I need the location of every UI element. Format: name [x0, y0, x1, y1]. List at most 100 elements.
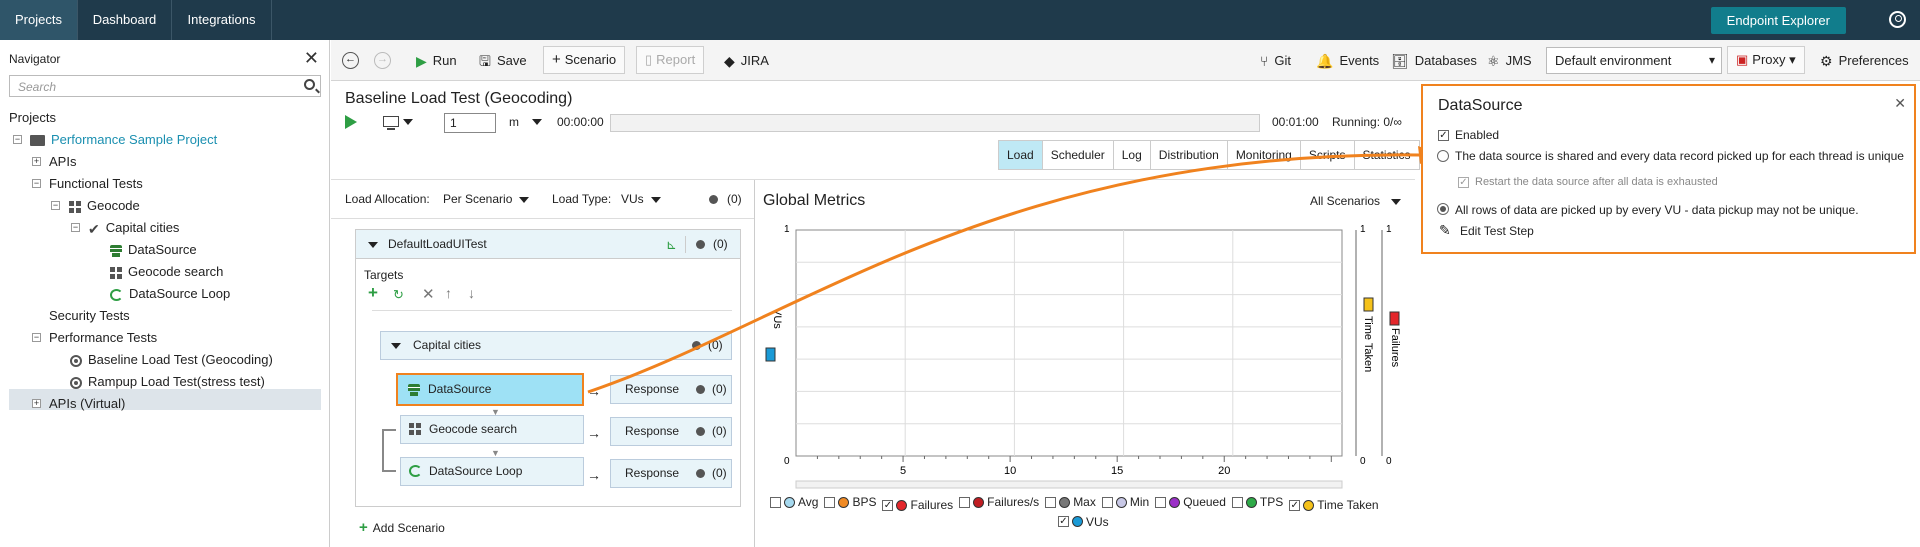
tab-log[interactable]: Log	[1114, 141, 1151, 169]
expand-toggle-icon[interactable]: −	[32, 332, 41, 342]
user-icon[interactable]	[1889, 11, 1906, 28]
legend-item[interactable]: Avg	[770, 495, 818, 509]
proxy-button[interactable]: ▣ Proxy ▾	[1727, 46, 1805, 74]
legend-checkbox[interactable]	[1045, 496, 1057, 508]
expand-toggle-icon[interactable]: −	[71, 222, 80, 232]
response-box[interactable]: Response (0)	[610, 459, 732, 488]
chart-icon[interactable]: ⊾	[666, 237, 677, 252]
duration-input[interactable]: 1	[444, 113, 496, 133]
scenario-header[interactable]: DefaultLoadUITest ⊾ (0)	[356, 230, 740, 259]
tab-load[interactable]: Load	[999, 141, 1043, 169]
legend-item[interactable]: ✓ Time Taken	[1289, 498, 1379, 512]
step-datasource[interactable]: DataSource	[396, 373, 584, 406]
expand-toggle-icon[interactable]: −	[32, 178, 41, 188]
tab-projects[interactable]: Projects	[0, 0, 78, 40]
add-scenario-button[interactable]: + Scenario	[543, 46, 626, 74]
tree-security-tests[interactable]: Security Tests	[49, 308, 130, 323]
allocation-select[interactable]: Per Scenario	[443, 192, 513, 206]
git-button[interactable]: ⑂ Git	[1260, 40, 1291, 81]
tree-performance-tests[interactable]: Performance Tests	[49, 330, 158, 345]
tree-project[interactable]: Performance Sample Project	[30, 130, 217, 150]
databases-button[interactable]: 🗄 Databases	[1391, 40, 1477, 81]
tree-apis-virtual[interactable]: APIs (Virtual)	[49, 396, 126, 411]
expand-toggle-icon[interactable]: −	[13, 134, 22, 144]
legend-item[interactable]: BPS	[824, 495, 876, 509]
legend-checkbox[interactable]: ✓	[882, 499, 894, 511]
edit-test-step-link[interactable]: Edit Test Step	[1460, 224, 1534, 238]
tree-rampup-load-test[interactable]: Rampup Load Test(stress test)	[70, 372, 265, 392]
tree-functional-tests[interactable]: Functional Tests	[49, 176, 143, 191]
response-box[interactable]: Response (0)	[610, 375, 732, 404]
legend-item[interactable]: Failures/s	[959, 495, 1039, 509]
play-icon[interactable]	[345, 115, 357, 129]
step-datasource-loop[interactable]: DataSource Loop	[400, 457, 584, 486]
restart-checkbox[interactable]: ✓	[1458, 177, 1469, 188]
environment-select[interactable]: Default environment	[1546, 47, 1722, 74]
group-capital-cities[interactable]: Capital cities (0)	[380, 331, 732, 360]
legend-item[interactable]: Max	[1045, 495, 1096, 509]
add-loop-icon[interactable]: ↻	[393, 287, 404, 302]
search-icon[interactable]	[304, 79, 315, 90]
legend-checkbox[interactable]	[1231, 496, 1243, 508]
chevron-down-icon[interactable]	[368, 242, 378, 248]
events-button[interactable]: 🔔 Events	[1316, 40, 1379, 81]
load-type-select[interactable]: VUs	[621, 192, 644, 206]
tree-datasource[interactable]: DataSource	[110, 240, 197, 260]
scenario-filter-select[interactable]: All Scenarios	[1310, 194, 1402, 208]
save-button[interactable]: 🖫 Save	[479, 40, 527, 81]
tree-projects-root[interactable]: Projects	[9, 110, 56, 125]
tab-distribution[interactable]: Distribution	[1151, 141, 1228, 169]
tree-baseline-load-test[interactable]: Baseline Load Test (Geocoding)	[70, 350, 273, 370]
legend-item[interactable]: ✓ Failures	[882, 498, 953, 512]
close-icon[interactable]: ✕	[303, 48, 319, 68]
close-icon[interactable]: ✕	[1894, 95, 1906, 111]
expand-toggle-icon[interactable]: −	[51, 200, 60, 210]
monitor-icon[interactable]	[383, 116, 399, 130]
legend-checkbox[interactable]	[770, 496, 781, 508]
tree-geocode[interactable]: Geocode	[69, 196, 140, 216]
search-input[interactable]: Search	[9, 75, 321, 97]
preferences-button[interactable]: ⚙ Preferences	[1820, 40, 1909, 81]
all-rows-radio[interactable]	[1437, 203, 1449, 215]
chevron-down-icon[interactable]	[403, 119, 413, 125]
legend-checkbox[interactable]	[824, 496, 836, 508]
legend-checkbox[interactable]: ✓	[1289, 499, 1301, 511]
chevron-down-icon[interactable]	[651, 197, 661, 203]
legend-item[interactable]: Queued	[1155, 495, 1226, 509]
tree-datasource-loop[interactable]: DataSource Loop	[110, 284, 230, 304]
jms-button[interactable]: ⚛ JMS	[1487, 40, 1532, 81]
tab-dashboard[interactable]: Dashboard	[78, 0, 172, 40]
arrow-down-icon[interactable]: ↓	[468, 285, 475, 301]
run-button[interactable]: ▶ Run	[416, 40, 457, 81]
jira-button[interactable]: ◆ JIRA	[724, 40, 769, 81]
step-geocode-search[interactable]: Geocode search	[400, 415, 584, 444]
chevron-down-icon[interactable]	[391, 343, 401, 349]
tab-monitoring[interactable]: Monitoring	[1228, 141, 1301, 169]
tab-integrations[interactable]: Integrations	[172, 0, 272, 40]
expand-toggle-icon[interactable]: +	[32, 398, 41, 408]
chevron-down-icon[interactable]	[532, 119, 542, 125]
tree-capital-cities[interactable]: ✔ Capital cities	[88, 218, 179, 238]
legend-checkbox[interactable]	[1155, 496, 1167, 508]
back-icon[interactable]: ←	[342, 52, 359, 69]
endpoint-explorer-button[interactable]: Endpoint Explorer	[1710, 7, 1846, 34]
enabled-checkbox[interactable]: ✓	[1438, 130, 1449, 141]
expand-toggle-icon[interactable]: +	[32, 156, 41, 166]
legend-checkbox[interactable]: ✓	[1058, 516, 1069, 527]
arrow-up-icon[interactable]: ↑	[445, 285, 452, 301]
legend-item[interactable]: ✓ VUs	[1058, 515, 1109, 529]
legend-item[interactable]: TPS	[1231, 495, 1283, 509]
tab-scheduler[interactable]: Scheduler	[1043, 141, 1114, 169]
legend-checkbox[interactable]	[959, 496, 971, 508]
shared-radio[interactable]	[1437, 150, 1449, 162]
response-box[interactable]: Response (0)	[610, 417, 732, 446]
tree-geocode-search[interactable]: Geocode search	[110, 262, 223, 282]
chevron-down-icon[interactable]	[519, 197, 529, 203]
legend-checkbox[interactable]	[1101, 496, 1113, 508]
add-scenario-link[interactable]: + Add Scenario	[359, 519, 445, 536]
tree-apis[interactable]: APIs	[49, 154, 77, 169]
legend-item[interactable]: Min	[1101, 495, 1149, 509]
forward-icon[interactable]: →	[374, 52, 391, 69]
plus-icon[interactable]: +	[368, 283, 378, 302]
report-button[interactable]: ▯ Report	[636, 46, 705, 74]
